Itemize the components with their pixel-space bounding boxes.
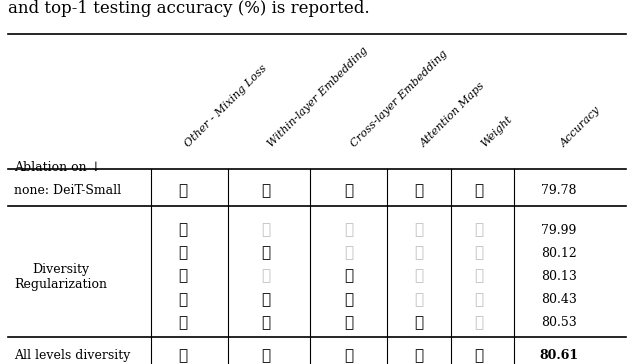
Text: ✓: ✓ [179, 270, 188, 284]
Text: Ablation on ↓: Ablation on ↓ [14, 161, 101, 174]
Text: ✓: ✓ [261, 349, 270, 363]
Text: ✗: ✗ [344, 223, 353, 237]
Text: ✗: ✗ [344, 246, 353, 261]
Text: Weight: Weight [479, 115, 514, 150]
Text: ✗: ✗ [475, 246, 484, 261]
Text: ✗: ✗ [414, 223, 423, 237]
Text: Cross-layer Embedding: Cross-layer Embedding [349, 49, 449, 150]
Text: ✓: ✓ [179, 246, 188, 261]
Text: ✗: ✗ [475, 184, 484, 198]
Text: ✓: ✓ [179, 223, 188, 237]
Text: Attention Maps: Attention Maps [419, 81, 487, 150]
Text: ✗: ✗ [261, 184, 270, 198]
Text: All levels diversity: All levels diversity [14, 349, 131, 362]
Text: Accuracy: Accuracy [559, 106, 603, 150]
Text: ✗: ✗ [179, 184, 188, 198]
Text: 80.53: 80.53 [541, 316, 577, 329]
Text: ✗: ✗ [344, 184, 353, 198]
Text: ✓: ✓ [344, 270, 353, 284]
Text: ✗: ✗ [475, 316, 484, 330]
Text: ✗: ✗ [475, 223, 484, 237]
Text: 79.99: 79.99 [541, 224, 577, 237]
Text: 80.13: 80.13 [541, 270, 577, 283]
Text: Diversity
Regularization: Diversity Regularization [14, 262, 107, 290]
Text: Within-layer Embedding: Within-layer Embedding [266, 46, 370, 150]
Text: ✓: ✓ [261, 316, 270, 330]
Text: ✓: ✓ [344, 349, 353, 363]
Text: ✗: ✗ [414, 184, 423, 198]
Text: ✓: ✓ [179, 293, 188, 307]
Text: ✗: ✗ [414, 293, 423, 307]
Text: 80.61: 80.61 [540, 349, 579, 362]
Text: ✓: ✓ [179, 349, 188, 363]
Text: ✗: ✗ [475, 293, 484, 307]
Text: and top-1 testing accuracy (%) is reported.: and top-1 testing accuracy (%) is report… [8, 0, 369, 17]
Text: ✗: ✗ [414, 270, 423, 284]
Text: Other - Mixing Loss: Other - Mixing Loss [183, 64, 269, 150]
Text: ✓: ✓ [344, 316, 353, 330]
Text: ✓: ✓ [261, 293, 270, 307]
Text: 80.43: 80.43 [541, 293, 577, 306]
Text: ✗: ✗ [261, 270, 270, 284]
Text: ✓: ✓ [414, 316, 423, 330]
Text: 79.78: 79.78 [541, 184, 577, 197]
Text: ✓: ✓ [261, 246, 270, 261]
Text: ✓: ✓ [475, 349, 484, 363]
Text: none: DeiT-Small: none: DeiT-Small [14, 184, 121, 197]
Text: ✗: ✗ [414, 246, 423, 261]
Text: ✗: ✗ [261, 223, 270, 237]
Text: 80.12: 80.12 [541, 247, 577, 260]
Text: ✓: ✓ [414, 349, 423, 363]
Text: ✗: ✗ [475, 270, 484, 284]
Text: ✓: ✓ [344, 293, 353, 307]
Text: ✓: ✓ [179, 316, 188, 330]
